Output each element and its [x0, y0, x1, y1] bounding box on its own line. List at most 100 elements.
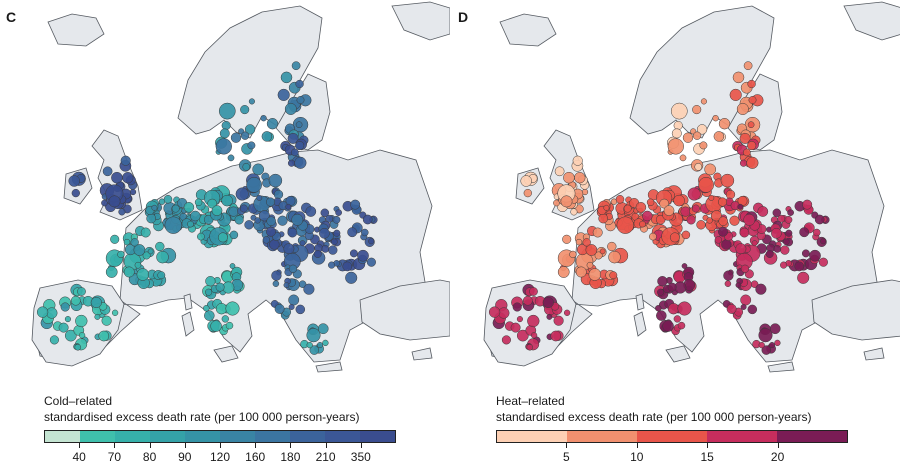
- city-marker: [287, 132, 299, 144]
- heat-related-panel: D Heat–related standardised excess death…: [452, 0, 900, 473]
- city-marker: [283, 243, 295, 255]
- legend-title-heat-line2: standardised excess death rate (per 100 …: [496, 410, 812, 424]
- city-marker: [105, 266, 118, 278]
- city-marker: [814, 214, 825, 225]
- city-marker: [240, 105, 250, 115]
- city-marker: [655, 305, 662, 312]
- city-marker: [120, 155, 131, 166]
- city-marker: [609, 271, 618, 280]
- city-marker: [260, 115, 267, 122]
- city-marker: [557, 266, 570, 278]
- color-scale-segment: [45, 431, 80, 442]
- city-marker: [704, 163, 717, 176]
- city-marker: [230, 132, 242, 143]
- city-marker: [247, 141, 256, 150]
- city-marker: [739, 132, 751, 144]
- color-scale-tick: [566, 443, 568, 448]
- city-marker: [751, 240, 758, 247]
- city-marker: [608, 250, 621, 264]
- land-cyprus: [411, 347, 433, 361]
- city-marker: [774, 339, 781, 347]
- land-svalbard-edge: [843, 1, 900, 41]
- city-marker: [272, 280, 280, 287]
- city-marker: [765, 250, 774, 258]
- city-marker: [274, 303, 285, 314]
- city-marker: [225, 301, 240, 316]
- city-marker: [560, 195, 573, 208]
- city-marker: [357, 249, 369, 262]
- city-marker: [142, 251, 151, 260]
- city-marker: [288, 294, 300, 306]
- city-marker: [77, 287, 86, 296]
- color-scale-tick: [255, 443, 257, 448]
- land-cyprus: [863, 347, 885, 361]
- color-scale-tick: [149, 443, 151, 448]
- city-marker: [190, 210, 201, 222]
- city-marker: [743, 213, 756, 226]
- city-marker: [320, 208, 330, 218]
- color-scale-segment: [360, 431, 395, 442]
- city-marker: [682, 132, 694, 143]
- land-corsica: [183, 293, 193, 311]
- city-marker: [205, 276, 216, 287]
- city-marker: [737, 203, 744, 210]
- city-marker: [288, 264, 298, 273]
- city-marker: [102, 166, 113, 177]
- city-marker: [287, 159, 296, 167]
- land-crete: [767, 361, 795, 373]
- color-scale-segment: [325, 431, 360, 442]
- city-marker: [696, 124, 708, 135]
- city-marker: [215, 138, 232, 155]
- color-scale-segment: [637, 431, 707, 442]
- city-marker: [598, 213, 609, 224]
- city-marker: [680, 206, 691, 217]
- city-marker: [706, 217, 713, 224]
- city-marker: [110, 234, 120, 244]
- city-marker: [714, 236, 722, 244]
- city-marker: [736, 103, 749, 115]
- city-marker: [258, 210, 270, 222]
- city-marker: [70, 295, 81, 306]
- color-scale-tick-label: 210: [315, 450, 336, 464]
- city-marker: [794, 261, 805, 272]
- city-marker: [295, 141, 305, 151]
- city-marker: [673, 315, 681, 323]
- legend-title-heat-line1: Heat–related: [496, 394, 565, 408]
- city-marker: [335, 209, 342, 216]
- city-marker: [720, 173, 735, 188]
- color-scale-segment: [220, 431, 255, 442]
- land-turkey: [359, 279, 450, 341]
- city-marker: [321, 245, 330, 253]
- city-marker: [691, 204, 700, 213]
- city-marker: [64, 316, 71, 323]
- city-marker: [662, 320, 674, 332]
- city-marker: [603, 204, 610, 211]
- city-marker: [118, 208, 126, 216]
- city-marker: [252, 163, 265, 176]
- city-marker: [117, 250, 125, 259]
- city-marker: [157, 271, 166, 280]
- city-marker: [217, 232, 228, 243]
- city-marker: [330, 238, 338, 246]
- city-marker: [328, 261, 336, 269]
- city-marker: [122, 172, 134, 184]
- city-marker: [136, 268, 150, 281]
- city-marker: [718, 216, 728, 226]
- city-marker: [215, 303, 228, 315]
- color-scale-tick: [636, 443, 638, 448]
- city-marker: [322, 339, 329, 347]
- city-marker: [134, 261, 142, 269]
- city-marker: [740, 264, 750, 273]
- city-marker: [204, 310, 215, 321]
- city-marker: [296, 96, 305, 104]
- city-marker: [246, 177, 262, 193]
- city-marker: [673, 194, 685, 207]
- city-marker: [718, 118, 731, 130]
- city-marker: [686, 215, 696, 225]
- city-marker: [210, 320, 222, 332]
- city-marker: [635, 202, 647, 213]
- color-scale-tick: [79, 443, 81, 448]
- city-marker: [280, 71, 293, 84]
- city-marker: [594, 251, 603, 260]
- city-marker: [203, 305, 210, 312]
